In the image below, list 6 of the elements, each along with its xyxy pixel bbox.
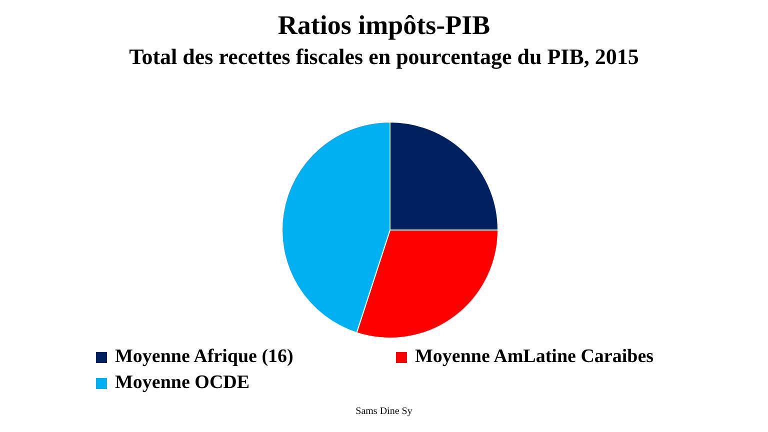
chart-title: Ratios impôts-PIB [276, 10, 492, 41]
legend-label: Moyenne OCDE [115, 372, 250, 394]
chart-subtitle: Total des recettes fiscales en pourcentage du PIB, 2015 [128, 44, 640, 70]
text: Sams Dine Sy [354, 406, 414, 417]
legend-label: Moyenne Afrique (16) [115, 346, 294, 368]
legend-label: Moyenne AmLatine Caraibes [415, 346, 654, 368]
